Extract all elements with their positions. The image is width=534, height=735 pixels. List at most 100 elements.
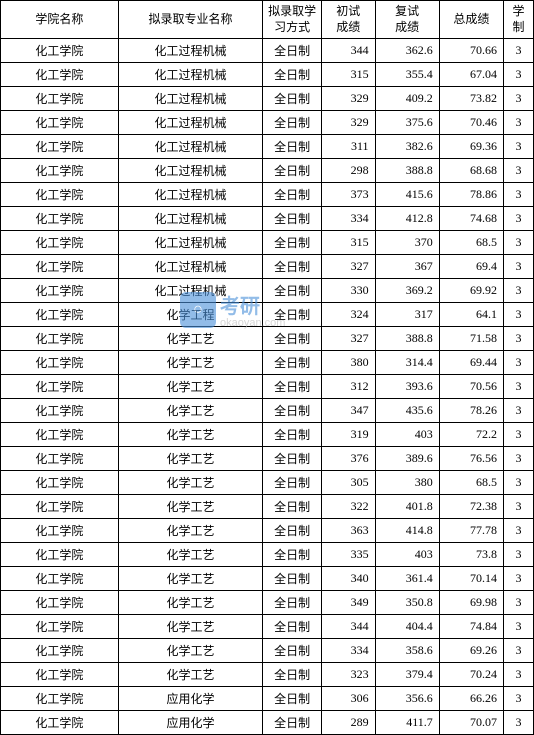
table-cell: 化学工艺 bbox=[118, 471, 262, 495]
table-row: 化工学院化学工艺全日制347435.678.263 bbox=[1, 399, 534, 423]
table-cell: 327 bbox=[322, 327, 376, 351]
table-cell: 化工学院 bbox=[1, 255, 119, 279]
table-cell: 73.8 bbox=[439, 543, 503, 567]
table-cell: 化工学院 bbox=[1, 471, 119, 495]
table-cell: 化工学院 bbox=[1, 63, 119, 87]
table-row: 化工学院化学工艺全日制30538068.53 bbox=[1, 471, 534, 495]
table-cell: 全日制 bbox=[263, 39, 322, 63]
table-header-cell: 复试成绩 bbox=[375, 1, 439, 39]
table-cell: 全日制 bbox=[263, 567, 322, 591]
table-cell: 358.6 bbox=[375, 639, 439, 663]
table-header-cell: 拟录取学习方式 bbox=[263, 1, 322, 39]
table-cell: 全日制 bbox=[263, 711, 322, 735]
table-row: 化工学院化工过程机械全日制329409.273.823 bbox=[1, 87, 534, 111]
table-cell: 415.6 bbox=[375, 183, 439, 207]
table-row: 化工学院化工过程机械全日制373415.678.863 bbox=[1, 183, 534, 207]
table-cell: 380 bbox=[322, 351, 376, 375]
table-cell: 化工学院 bbox=[1, 687, 119, 711]
table-cell: 化工过程机械 bbox=[118, 183, 262, 207]
table-cell: 化学工艺 bbox=[118, 519, 262, 543]
table-cell: 382.6 bbox=[375, 135, 439, 159]
table-cell: 73.82 bbox=[439, 87, 503, 111]
table-cell: 70.24 bbox=[439, 663, 503, 687]
table-cell: 298 bbox=[322, 159, 376, 183]
table-cell: 324 bbox=[322, 303, 376, 327]
table-cell: 化工过程机械 bbox=[118, 255, 262, 279]
table-cell: 67.04 bbox=[439, 63, 503, 87]
table-cell: 361.4 bbox=[375, 567, 439, 591]
table-cell: 78.86 bbox=[439, 183, 503, 207]
table-row: 化工学院化学工艺全日制363414.877.783 bbox=[1, 519, 534, 543]
table-cell: 化工过程机械 bbox=[118, 159, 262, 183]
table-cell: 3 bbox=[503, 63, 533, 87]
table-cell: 380 bbox=[375, 471, 439, 495]
table-cell: 全日制 bbox=[263, 279, 322, 303]
table-cell: 389.6 bbox=[375, 447, 439, 471]
table-cell: 全日制 bbox=[263, 183, 322, 207]
table-cell: 319 bbox=[322, 423, 376, 447]
table-cell: 289 bbox=[322, 711, 376, 735]
table-cell: 315 bbox=[322, 231, 376, 255]
table-row: 化工学院化学工艺全日制344404.474.843 bbox=[1, 615, 534, 639]
table-cell: 70.66 bbox=[439, 39, 503, 63]
table-cell: 化工过程机械 bbox=[118, 135, 262, 159]
table-cell: 全日制 bbox=[263, 351, 322, 375]
table-cell: 74.68 bbox=[439, 207, 503, 231]
table-cell: 3 bbox=[503, 687, 533, 711]
table-cell: 347 bbox=[322, 399, 376, 423]
table-cell: 76.56 bbox=[439, 447, 503, 471]
table-cell: 化工学院 bbox=[1, 351, 119, 375]
table-cell: 69.26 bbox=[439, 639, 503, 663]
table-cell: 化学工艺 bbox=[118, 495, 262, 519]
table-cell: 330 bbox=[322, 279, 376, 303]
table-cell: 344 bbox=[322, 39, 376, 63]
table-cell: 全日制 bbox=[263, 519, 322, 543]
table-cell: 379.4 bbox=[375, 663, 439, 687]
table-row: 化工学院应用化学全日制306356.666.263 bbox=[1, 687, 534, 711]
table-header-cell: 总成绩 bbox=[439, 1, 503, 39]
table-cell: 69.44 bbox=[439, 351, 503, 375]
table-cell: 69.92 bbox=[439, 279, 503, 303]
table-row: 化工学院化学工艺全日制323379.470.243 bbox=[1, 663, 534, 687]
table-cell: 全日制 bbox=[263, 303, 322, 327]
table-cell: 化工学院 bbox=[1, 399, 119, 423]
table-cell: 化学工艺 bbox=[118, 591, 262, 615]
table-cell: 3 bbox=[503, 495, 533, 519]
table-cell: 全日制 bbox=[263, 111, 322, 135]
table-row: 化工学院化工过程机械全日制315355.467.043 bbox=[1, 63, 534, 87]
table-cell: 化学工艺 bbox=[118, 423, 262, 447]
table-cell: 全日制 bbox=[263, 399, 322, 423]
table-cell: 化工学院 bbox=[1, 375, 119, 399]
table-cell: 401.8 bbox=[375, 495, 439, 519]
table-cell: 3 bbox=[503, 39, 533, 63]
table-cell: 334 bbox=[322, 639, 376, 663]
table-cell: 3 bbox=[503, 207, 533, 231]
table-cell: 3 bbox=[503, 567, 533, 591]
table-cell: 77.78 bbox=[439, 519, 503, 543]
table-cell: 72.2 bbox=[439, 423, 503, 447]
table-cell: 3 bbox=[503, 231, 533, 255]
table-cell: 全日制 bbox=[263, 159, 322, 183]
table-cell: 全日制 bbox=[263, 687, 322, 711]
table-cell: 全日制 bbox=[263, 87, 322, 111]
table-cell: 367 bbox=[375, 255, 439, 279]
table-row: 化工学院化学工艺全日制340361.470.143 bbox=[1, 567, 534, 591]
table-cell: 311 bbox=[322, 135, 376, 159]
table-row: 化工学院化学工艺全日制380314.469.443 bbox=[1, 351, 534, 375]
table-cell: 71.58 bbox=[439, 327, 503, 351]
table-cell: 68.68 bbox=[439, 159, 503, 183]
table-cell: 66.26 bbox=[439, 687, 503, 711]
table-cell: 404.4 bbox=[375, 615, 439, 639]
table-header-cell: 学院名称 bbox=[1, 1, 119, 39]
table-cell: 335 bbox=[322, 543, 376, 567]
table-cell: 化学工程 bbox=[118, 303, 262, 327]
table-cell: 全日制 bbox=[263, 543, 322, 567]
table-cell: 344 bbox=[322, 615, 376, 639]
table-cell: 70.56 bbox=[439, 375, 503, 399]
table-cell: 化工过程机械 bbox=[118, 63, 262, 87]
table-header-row: 学院名称拟录取专业名称拟录取学习方式初试成绩复试成绩总成绩学制 bbox=[1, 1, 534, 39]
table-cell: 全日制 bbox=[263, 447, 322, 471]
table-cell: 355.4 bbox=[375, 63, 439, 87]
table-cell: 3 bbox=[503, 327, 533, 351]
table-cell: 327 bbox=[322, 255, 376, 279]
